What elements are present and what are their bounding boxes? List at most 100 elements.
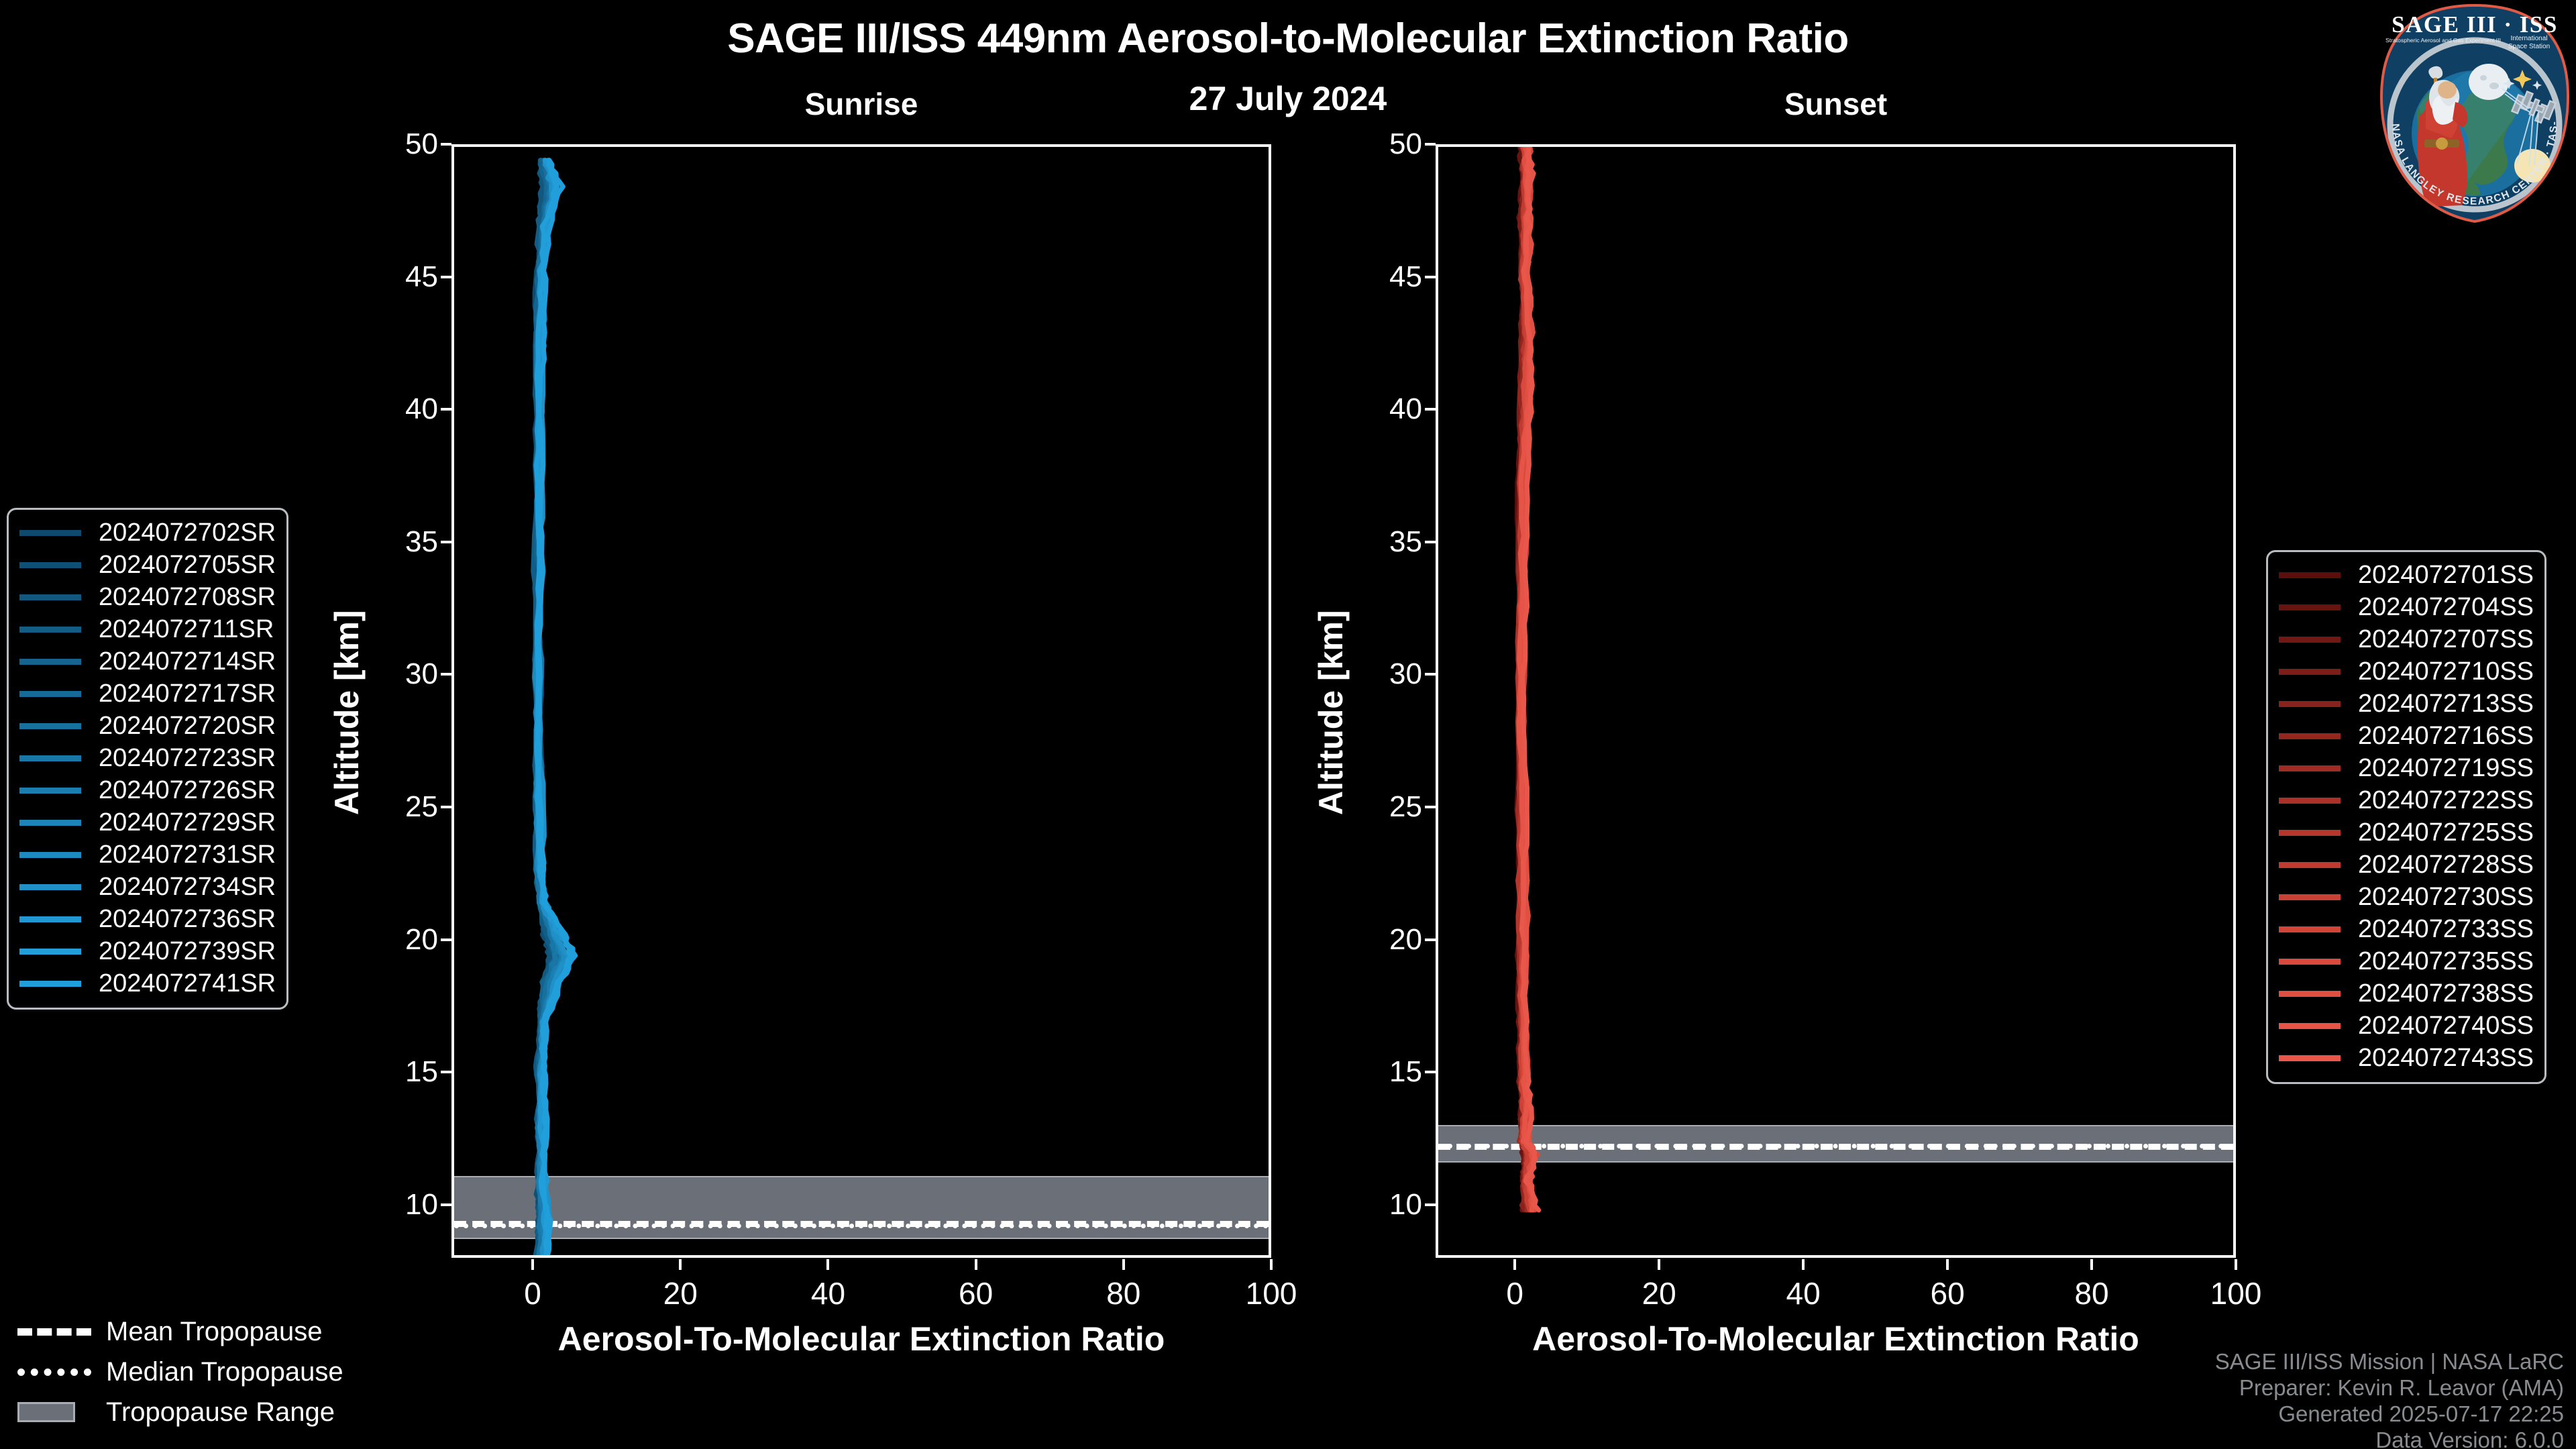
legend-item[interactable]: 2024072726SR bbox=[19, 774, 276, 806]
legend-item[interactable]: 2024072743SS bbox=[2279, 1042, 2534, 1074]
legend-color-swatch bbox=[2279, 636, 2341, 643]
sunset-y-tick-label: 50 bbox=[1389, 127, 1422, 160]
sunrise-x-tick-mark bbox=[1270, 1259, 1273, 1270]
legend-item[interactable]: 2024072713SS bbox=[2279, 688, 2534, 720]
page-title: SAGE III/ISS 449nm Aerosol-to-Molecular … bbox=[727, 15, 1849, 62]
legend-item[interactable]: 2024072717SR bbox=[19, 678, 276, 710]
legend-item[interactable]: 2024072722SS bbox=[2279, 784, 2534, 816]
legend-item[interactable]: 2024072720SR bbox=[19, 710, 276, 742]
sunrise-y-tick-mark bbox=[441, 1071, 451, 1074]
legend-item[interactable]: 2024072729SR bbox=[19, 806, 276, 839]
sunrise-y-tick-label: 30 bbox=[405, 657, 438, 691]
legend-item[interactable]: 2024072738SS bbox=[2279, 977, 2534, 1010]
credits-line-generated: Generated 2025-07-17 22:25 bbox=[2278, 1401, 2564, 1426]
credits-line-mission: SAGE III/ISS Mission | NASA LaRC bbox=[2214, 1349, 2564, 1374]
legend-color-swatch bbox=[2279, 604, 2341, 610]
legend-item-label: 2024072702SR bbox=[99, 518, 276, 547]
legend-color-swatch bbox=[2279, 668, 2341, 675]
tropopause-range-row: Tropopause Range bbox=[17, 1392, 343, 1432]
date-subtitle: 27 July 2024 bbox=[1189, 80, 1387, 117]
legend-item[interactable]: 2024072728SS bbox=[2279, 849, 2534, 881]
sunrise-y-tick-mark bbox=[441, 806, 451, 809]
legend-item[interactable]: 2024072736SR bbox=[19, 903, 276, 935]
legend-item-label: 2024072708SR bbox=[99, 582, 276, 611]
legend-color-swatch bbox=[2279, 894, 2341, 900]
sunset-x-tick-label: 20 bbox=[1642, 1276, 1676, 1311]
tropopause-mean-label: Mean Tropopause bbox=[106, 1316, 323, 1346]
legend-item-label: 2024072705SR bbox=[99, 550, 276, 579]
legend-item-label: 2024072704SS bbox=[2358, 592, 2534, 621]
legend-color-swatch bbox=[2279, 733, 2341, 739]
legend-item[interactable]: 2024072701SS bbox=[2279, 559, 2534, 591]
legend-item-label: 2024072711SR bbox=[99, 614, 274, 643]
legend-item-label: 2024072714SR bbox=[99, 647, 276, 676]
legend-item[interactable]: 2024072710SS bbox=[2279, 655, 2534, 688]
legend-item[interactable]: 2024072739SR bbox=[19, 935, 276, 967]
sunrise-median-tropopause-line bbox=[454, 1223, 1269, 1228]
legend-item[interactable]: 2024072734SR bbox=[19, 871, 276, 903]
legend-item-label: 2024072716SS bbox=[2358, 721, 2534, 750]
sunrise-x-tick-mark bbox=[826, 1259, 830, 1270]
sunset-y-tick-mark bbox=[1425, 275, 1436, 278]
sunrise-y-tick-label: 10 bbox=[405, 1187, 438, 1221]
legend-item[interactable]: 2024072711SR bbox=[19, 613, 276, 645]
sunset-x-tick-label: 60 bbox=[1930, 1276, 1965, 1311]
legend-item[interactable]: 2024072707SS bbox=[2279, 623, 2534, 655]
legend-color-swatch bbox=[2279, 861, 2341, 868]
legend-color-swatch bbox=[2279, 958, 2341, 965]
legend-item[interactable]: 2024072740SS bbox=[2279, 1010, 2534, 1042]
sunrise-y-tick-label: 25 bbox=[405, 790, 438, 824]
legend-item-label: 2024072726SR bbox=[99, 775, 276, 804]
legend-item[interactable]: 2024072704SS bbox=[2279, 591, 2534, 623]
tropopause-range-label: Tropopause Range bbox=[106, 1397, 335, 1427]
legend-color-swatch bbox=[2279, 572, 2341, 578]
legend-item[interactable]: 2024072702SR bbox=[19, 517, 276, 549]
sunset-y-tick-label: 35 bbox=[1389, 525, 1422, 558]
legend-item-label: 2024072701SS bbox=[2358, 560, 2534, 589]
sunset-y-tick-mark bbox=[1425, 673, 1436, 676]
sunset-x-tick-mark bbox=[2090, 1259, 2094, 1270]
sunrise-y-tick-label: 45 bbox=[405, 260, 438, 293]
sunset-x-tick-mark bbox=[1802, 1259, 1805, 1270]
sunset-x-tick-label: 40 bbox=[1786, 1276, 1821, 1311]
sunrise-y-tick-mark bbox=[441, 540, 451, 543]
sunrise-x-axis-title: Aerosol-To-Molecular Extinction Ratio bbox=[557, 1320, 1165, 1358]
sunrise-y-tick-label: 35 bbox=[405, 525, 438, 558]
sunrise-y-tick-mark bbox=[441, 143, 451, 146]
legend-item[interactable]: 2024072714SR bbox=[19, 645, 276, 678]
sunset-median-tropopause-line bbox=[1438, 1144, 2233, 1149]
legend-item-label: 2024072739SR bbox=[99, 936, 276, 965]
sunrise-legend[interactable]: 2024072702SR 2024072705SR 2024072708SR 2024… bbox=[7, 508, 289, 1010]
legend-item-label: 2024072710SS bbox=[2358, 657, 2534, 686]
legend-color-swatch bbox=[19, 787, 81, 794]
legend-item[interactable]: 2024072735SS bbox=[2279, 945, 2534, 977]
legend-item[interactable]: 2024072705SR bbox=[19, 549, 276, 581]
legend-item[interactable]: 2024072708SR bbox=[19, 581, 276, 613]
legend-item-label: 2024072738SS bbox=[2358, 979, 2534, 1008]
tropopause-median-row: Median Tropopause bbox=[17, 1352, 343, 1392]
legend-item[interactable]: 2024072723SR bbox=[19, 742, 276, 774]
legend-color-swatch bbox=[2279, 990, 2341, 997]
sunrise-y-axis-title: Altitude [km] bbox=[328, 610, 366, 815]
legend-item[interactable]: 2024072730SS bbox=[2279, 881, 2534, 913]
sunset-legend[interactable]: 2024072701SS 2024072704SS 2024072707SS 2024… bbox=[2266, 550, 2547, 1084]
legend-item[interactable]: 2024072725SS bbox=[2279, 816, 2534, 849]
legend-item-label: 2024072743SS bbox=[2358, 1043, 2534, 1072]
legend-item[interactable]: 2024072733SS bbox=[2279, 913, 2534, 945]
legend-item-label: 2024072735SS bbox=[2358, 947, 2534, 975]
sunset-x-tick-mark bbox=[1658, 1259, 1661, 1270]
logo-title: SAGE III · ISS bbox=[2392, 11, 2558, 38]
legend-color-swatch bbox=[19, 755, 81, 761]
sunrise-x-tick-label: 80 bbox=[1106, 1276, 1141, 1311]
legend-item[interactable]: 2024072741SR bbox=[19, 967, 276, 1000]
legend-item[interactable]: 2024072719SS bbox=[2279, 752, 2534, 784]
logo-subtitle-right-1: International bbox=[2510, 35, 2547, 42]
legend-item[interactable]: 2024072731SR bbox=[19, 839, 276, 871]
sunset-y-tick-mark bbox=[1425, 1071, 1436, 1074]
legend-item[interactable]: 2024072716SS bbox=[2279, 720, 2534, 752]
legend-color-swatch bbox=[19, 626, 81, 633]
sunrise-panel-title: Sunrise bbox=[804, 87, 918, 121]
sunset-x-tick-mark bbox=[1513, 1259, 1517, 1270]
legend-item-label: 2024072723SR bbox=[99, 743, 276, 772]
